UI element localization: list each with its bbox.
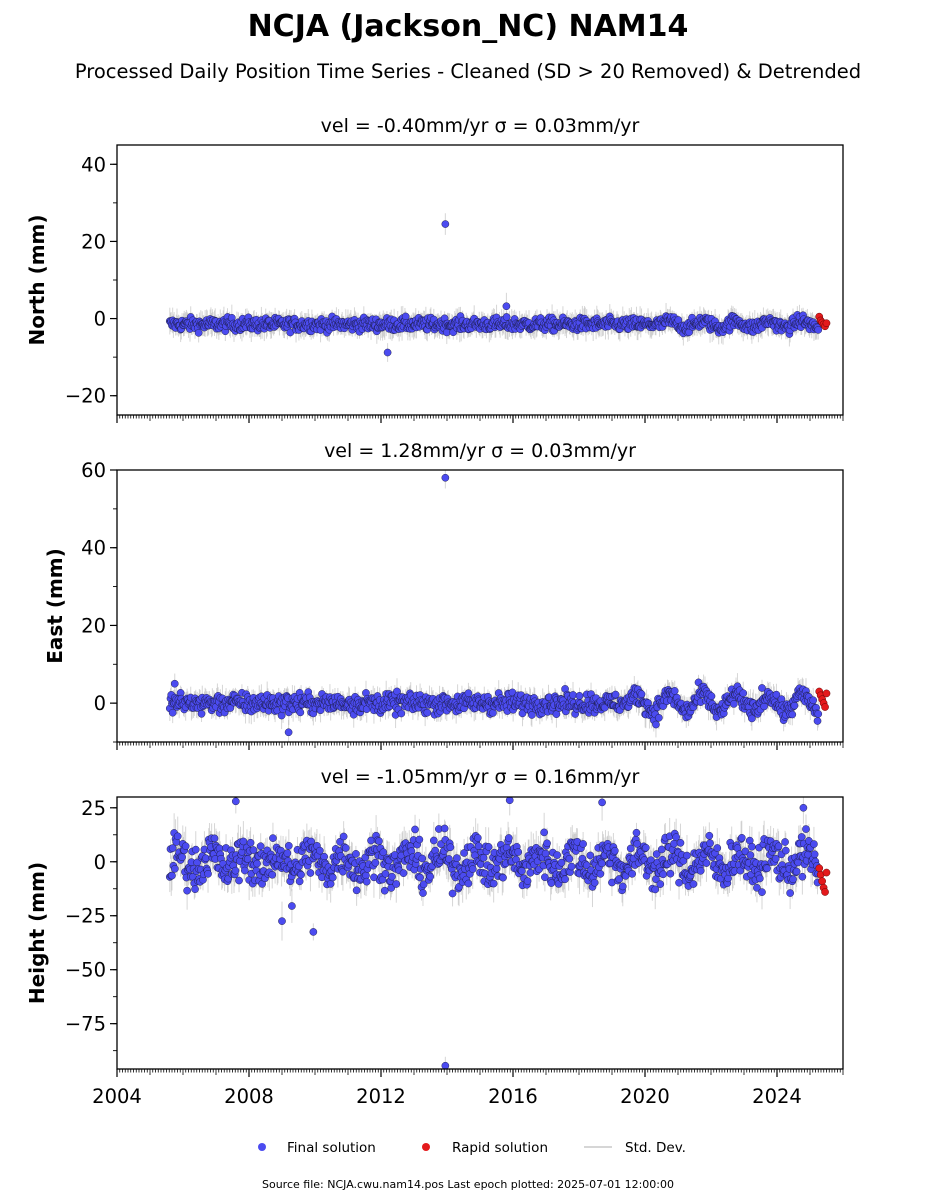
east-final-point	[441, 473, 450, 482]
east-final-point	[760, 702, 768, 711]
east-final-point	[284, 728, 293, 737]
east-panel-title: vel = 1.28mm/yr σ = 0.03mm/yr	[324, 440, 636, 462]
east-final-point	[652, 720, 660, 729]
north-panel: vel = -0.40mm/yr σ = 0.03mm/yr North (mm…	[25, 115, 844, 423]
north-x-ticks	[116, 415, 844, 423]
north-rapid-point	[822, 319, 831, 328]
east-final-point	[575, 692, 584, 700]
figure-subtitle: Processed Daily Position Time Series - C…	[75, 60, 861, 83]
east-final-point	[637, 690, 646, 698]
north-y-tick-label: 0	[94, 308, 106, 331]
north-y-axis-label: North (mm)	[25, 214, 49, 345]
east-x-ticks	[116, 742, 844, 750]
north-y-tick-label: 40	[81, 153, 106, 176]
east-y-tick-label: 40	[81, 537, 106, 560]
east-final-point	[393, 687, 401, 696]
east-final-point	[814, 710, 823, 718]
east-final-point	[809, 696, 818, 705]
east-final-point	[730, 700, 738, 708]
east-final-point	[197, 709, 206, 718]
east-final-point	[739, 689, 748, 698]
east-rapid-point	[821, 703, 829, 711]
north-final-point	[502, 313, 511, 321]
east-final-point	[772, 690, 781, 699]
east-final-point	[397, 709, 406, 718]
figure-title: NCJA (Jackson_NC) NAM14	[248, 9, 689, 44]
east-final-point	[813, 717, 822, 725]
east-y-axis-label: East (mm)	[43, 548, 67, 664]
north-final-point	[401, 312, 410, 321]
north-y-ticks: −20 0 20 40	[65, 153, 117, 408]
north-final-point	[383, 348, 392, 357]
east-final-point	[611, 690, 620, 699]
east-final-point	[464, 689, 473, 698]
east-final-point	[552, 710, 561, 718]
north-panel-title: vel = -0.40mm/yr σ = 0.03mm/yr	[321, 115, 640, 137]
east-final-point	[788, 710, 797, 719]
east-final-point	[170, 679, 179, 688]
north-final-point	[814, 326, 823, 334]
north-y-tick-label: 20	[81, 230, 106, 253]
east-y-tick-label: 0	[94, 692, 106, 715]
east-y-tick-label: 20	[81, 614, 106, 637]
height-plot-area	[165, 797, 831, 1069]
north-final-point	[502, 302, 511, 311]
east-final-point	[569, 691, 577, 699]
east-final-point	[528, 711, 536, 719]
east-final-point	[707, 692, 716, 701]
east-final-point	[748, 714, 756, 723]
east-final-point	[423, 708, 432, 717]
east-final-point	[655, 713, 663, 722]
north-final-point	[674, 316, 683, 324]
north-axes-frame	[116, 144, 844, 416]
north-final-point	[194, 329, 203, 337]
east-final-point	[758, 684, 766, 692]
east-panel: vel = 1.28mm/yr σ = 0.03mm/yr East (mm) …	[43, 440, 844, 750]
east-final-point	[489, 709, 497, 717]
north-y-tick-label: −20	[65, 385, 106, 408]
east-rapid-point	[822, 689, 831, 698]
north-plot-area	[165, 213, 831, 362]
east-final-point	[168, 708, 177, 717]
east-plot-area	[165, 470, 831, 742]
east-y-tick-label: 60	[81, 459, 106, 482]
east-final-point	[277, 711, 286, 720]
north-final-point	[441, 220, 450, 228]
east-y-ticks: 0 20 40 60	[81, 459, 117, 743]
east-final-point	[670, 687, 679, 695]
east-final-point	[790, 701, 799, 710]
height-panel: vel = -1.05mm/yr σ = 0.16mm/yr Height (m…	[25, 766, 844, 1108]
east-final-point	[296, 708, 305, 717]
